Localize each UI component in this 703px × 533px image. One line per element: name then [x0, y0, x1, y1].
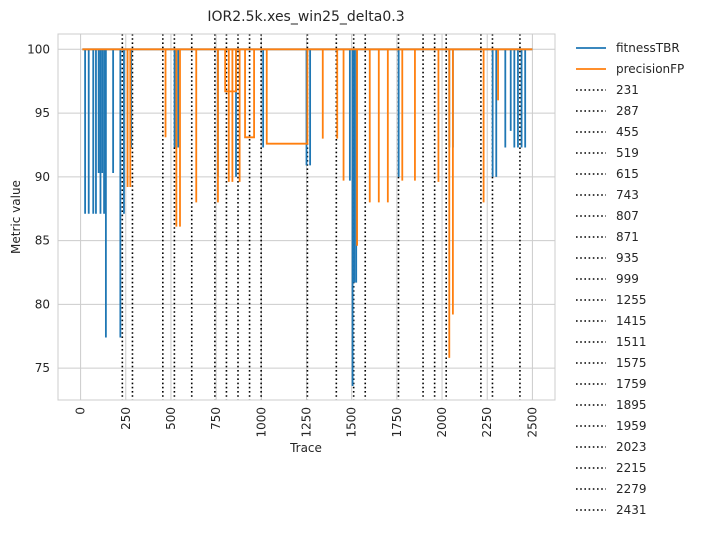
legend-label: 1575: [616, 356, 647, 370]
legend-label: 455: [616, 125, 639, 139]
legend-label: 2023: [616, 440, 647, 454]
y-tick-label: 85: [35, 234, 50, 248]
legend-label: 231: [616, 83, 639, 97]
legend-label: fitnessTBR: [616, 41, 680, 55]
x-tick-label: 750: [209, 407, 223, 430]
legend-label: 807: [616, 209, 639, 223]
precision-fp-plateau: [224, 49, 237, 93]
legend-label: 1759: [616, 377, 647, 391]
legend-label: 999: [616, 272, 639, 286]
y-tick-label: 75: [35, 361, 50, 375]
legend-label: 743: [616, 188, 639, 202]
x-tick-label: 2500: [525, 407, 539, 438]
legend-label: 615: [616, 167, 639, 181]
x-tick-label: 1250: [300, 407, 314, 438]
legend-label: 287: [616, 104, 639, 118]
series-layer: [82, 48, 533, 386]
legend-label: 1255: [616, 293, 647, 307]
y-tick-labels: 75 80 85 90 95 100: [27, 42, 50, 375]
x-axis-label: Trace: [289, 441, 322, 455]
plot-frame: [57, 33, 556, 401]
x-tick-label: 1000: [254, 407, 268, 438]
legend-label: 1895: [616, 398, 647, 412]
x-tick-label: 1500: [345, 407, 359, 438]
legend-label: 519: [616, 146, 639, 160]
y-tick-label: 100: [27, 42, 50, 56]
precision-fp-plateau: [265, 49, 309, 145]
x-tick-label: 2000: [435, 407, 449, 438]
x-tick-label: 2250: [480, 407, 494, 438]
y-tick-label: 80: [35, 297, 50, 311]
legend-label: 2279: [616, 482, 647, 496]
y-axis-label: Metric value: [9, 180, 23, 254]
legend-label: 2215: [616, 461, 647, 475]
precision-fp-plateau: [244, 49, 255, 139]
x-tick-label: 1750: [390, 407, 404, 438]
x-tick-label: 250: [119, 407, 133, 430]
legend-label: 871: [616, 230, 639, 244]
legend-label: 2431: [616, 503, 647, 517]
chart-title: IOR2.5k.xes_win25_delta0.3: [207, 9, 404, 25]
legend-label: 1959: [616, 419, 647, 433]
legend-label: 1415: [616, 314, 647, 328]
x-tick-labels: 0 250 500 750 1000 1250 1500 1750 2000 2250 2500: [74, 407, 540, 438]
y-tick-label: 90: [35, 170, 50, 184]
legend-label: precisionFP: [616, 62, 684, 76]
y-tick-label: 95: [35, 106, 50, 120]
x-tick-label: 500: [164, 407, 178, 430]
precision-fp-series: [82, 48, 533, 358]
legend-label: 935: [616, 251, 639, 265]
x-tick-label: 0: [74, 407, 88, 415]
legend-label: 1511: [616, 335, 647, 349]
grid-lines: [58, 34, 555, 400]
legend: fitnessTBR precisionFP 231 287 455 519 615 743 8…: [576, 41, 684, 517]
